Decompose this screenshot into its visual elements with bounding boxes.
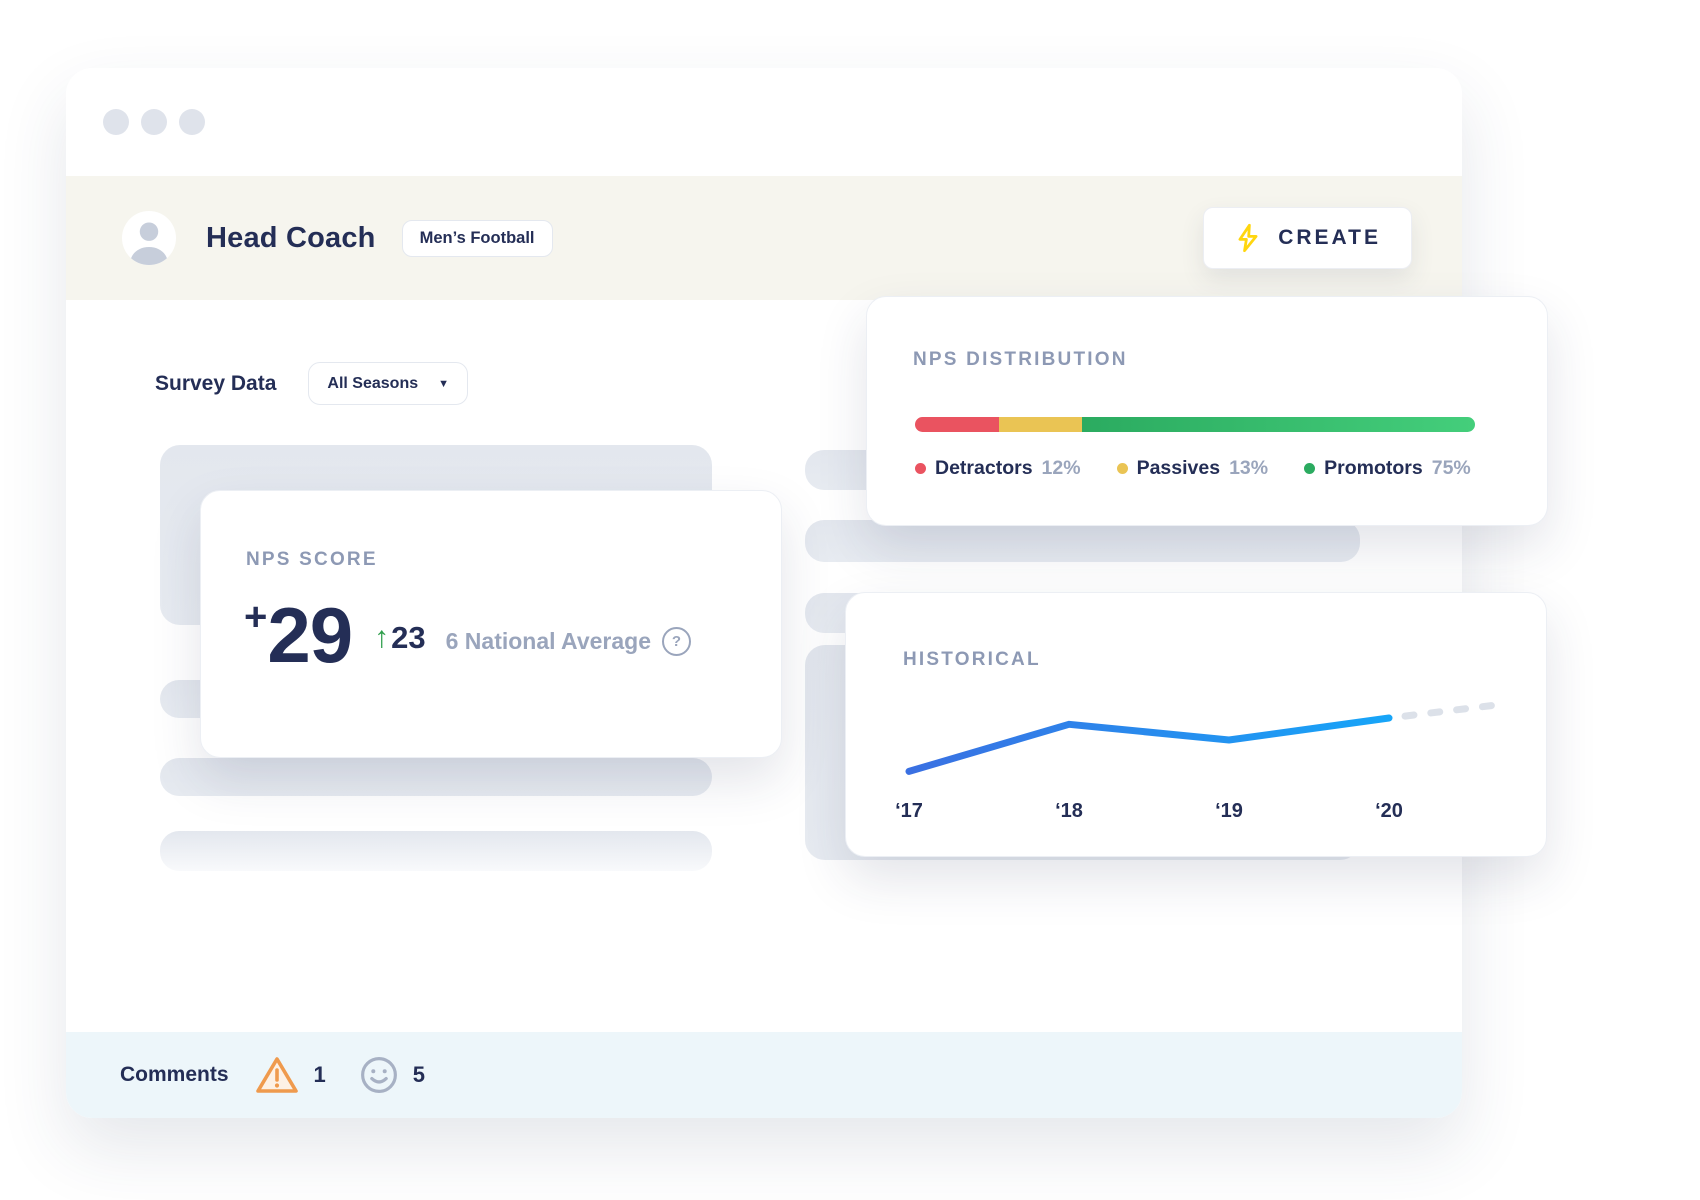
chevron-down-icon: ▼: [438, 377, 449, 390]
legend-item: Passives 13%: [1116, 457, 1269, 480]
page-header: Head Coach Men’s Football CREATE: [66, 176, 1462, 300]
nps-score-title: NPS SCORE: [246, 549, 378, 570]
warning-icon: [255, 1057, 298, 1093]
historical-line-chart: ‘17 ‘18 ‘19 ‘20: [895, 688, 1501, 822]
skeleton-bar: [805, 520, 1360, 562]
section-head: Survey Data All Seasons ▼: [155, 362, 468, 405]
skeleton-bar: [160, 831, 712, 871]
nps-distribution-bar: [915, 417, 1475, 432]
comments-label: Comments: [120, 1063, 229, 1086]
window-control-dot[interactable]: [141, 109, 167, 135]
distribution-segment-detractors: [915, 417, 999, 432]
x-axis-label: ‘18: [1055, 800, 1083, 822]
window-control-dot[interactable]: [179, 109, 205, 135]
nps-distribution-legend: Detractors 12% Passives 13% Promotors 75%: [915, 457, 1471, 480]
nps-score-sign: +: [244, 595, 268, 639]
legend-dot-icon: [1304, 463, 1316, 474]
legend-value: 75%: [1431, 457, 1471, 479]
window-chrome: [66, 68, 1462, 176]
legend-dot-icon: [915, 463, 926, 474]
season-filter-value: All Seasons: [327, 374, 419, 392]
x-axis-label: ‘19: [1215, 800, 1243, 822]
legend-item: Detractors 12%: [915, 457, 1081, 480]
help-icon[interactable]: ?: [661, 627, 691, 656]
legend-value: 13%: [1229, 457, 1269, 479]
distribution-segment-passives: [999, 417, 1082, 432]
smiley-icon: [360, 1057, 397, 1093]
page-title: Head Coach: [206, 221, 376, 254]
lightning-bolt-icon: [1238, 223, 1258, 253]
comments-bar: Comments 1 5: [66, 1032, 1462, 1118]
nps-score-delta: ↑ 23: [374, 620, 425, 656]
legend-label: Detractors: [935, 457, 1033, 479]
avatar: [122, 211, 176, 265]
legend-label: Promotors: [1324, 457, 1423, 479]
nps-score-delta-value: 23: [391, 620, 426, 655]
national-average-label: 6 National Average: [445, 628, 651, 654]
create-button[interactable]: CREATE: [1203, 207, 1412, 269]
nps-score-value: 29: [267, 591, 353, 680]
create-button-label: CREATE: [1278, 226, 1381, 249]
x-axis-label: ‘17: [895, 800, 923, 822]
historical-card: HISTORICAL ‘17 ‘18 ‘19 ‘20: [845, 592, 1547, 857]
window-control-dot[interactable]: [103, 109, 129, 135]
legend-item: Promotors 75%: [1304, 457, 1471, 480]
nps-score-row: + 29 ↑ 23 6 National Average ?: [244, 591, 691, 680]
person-icon: [129, 222, 169, 265]
legend-label: Passives: [1136, 457, 1221, 479]
arrow-up-icon: ↑: [374, 621, 390, 654]
x-axis-label: ‘20: [1375, 800, 1403, 822]
nps-distribution-card: NPS DISTRIBUTION Detractors 12% Passives 13…: [866, 296, 1548, 526]
team-badge: Men’s Football: [401, 219, 553, 257]
nps-score-card: NPS SCORE + 29 ↑ 23 6 National Average ?: [200, 490, 782, 758]
warning-count: 1: [313, 1062, 326, 1087]
season-filter-select[interactable]: All Seasons ▼: [308, 362, 468, 405]
positive-comments-group[interactable]: 5: [360, 1056, 425, 1094]
national-average: 6 National Average ?: [446, 627, 691, 656]
positive-count: 5: [412, 1062, 426, 1087]
distribution-segment-promotors: [1081, 417, 1475, 432]
legend-dot-icon: [1116, 463, 1128, 474]
warning-comments-group[interactable]: 1: [255, 1055, 326, 1095]
historical-title: HISTORICAL: [903, 649, 1041, 670]
section-title: Survey Data: [155, 371, 277, 395]
skeleton-bar: [160, 758, 712, 796]
nps-distribution-title: NPS DISTRIBUTION: [913, 349, 1128, 370]
legend-value: 12%: [1041, 457, 1081, 479]
